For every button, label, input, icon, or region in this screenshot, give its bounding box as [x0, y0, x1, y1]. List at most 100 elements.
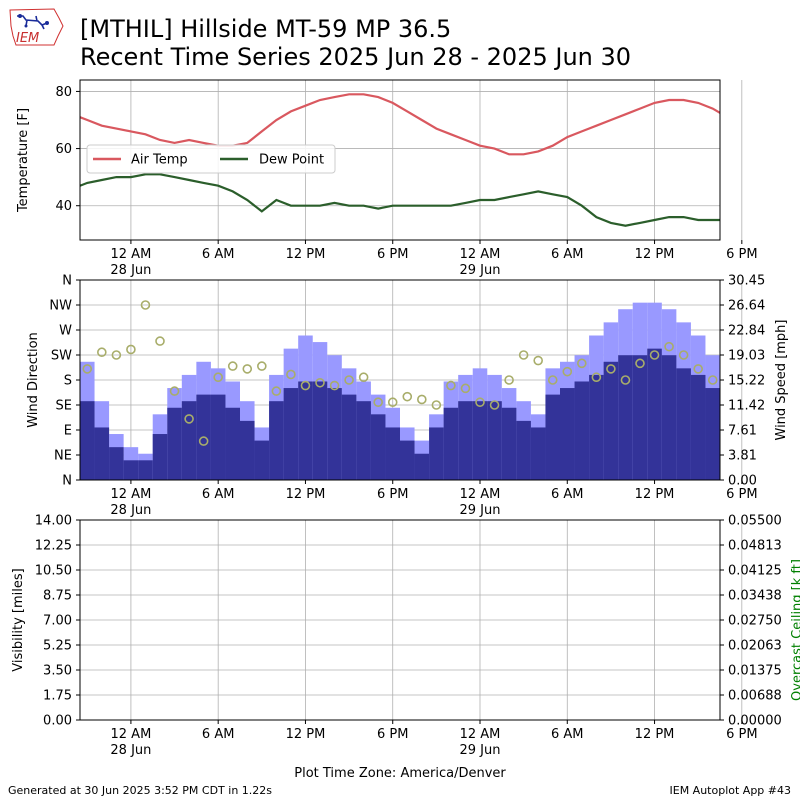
wind-speed-bar: [94, 427, 110, 480]
y2-tick-label: 11.42: [728, 399, 765, 414]
wind-direction-point: [271, 386, 282, 396]
wind-direction-point: [431, 400, 442, 410]
wind-speed-bar: [109, 447, 124, 480]
y-tick-label: 40: [55, 199, 72, 214]
wind-speed-bar: [472, 401, 488, 480]
wind-speed-bar: [705, 388, 720, 480]
wind-speed-bar: [269, 401, 284, 480]
x-tick-label: 6 PM: [377, 727, 408, 742]
wind-speed-bar: [443, 407, 459, 480]
wind-speed-bar: [298, 381, 313, 480]
wind-speed-bar: [312, 381, 328, 480]
plot-frame: [79, 279, 721, 481]
wind-speed-bar: [618, 355, 633, 480]
x-tick-label: 6 PM: [726, 247, 757, 262]
wind-direction-point: [577, 358, 587, 369]
wind-direction-point: [649, 350, 660, 360]
y-tick-label: N: [62, 274, 72, 289]
wind-direction-point: [286, 369, 296, 380]
x-tick-label: 12 PM: [635, 247, 675, 262]
wind-speed-bar: [487, 401, 502, 480]
wind-speed-bar: [341, 394, 357, 480]
wind-direction-point: [169, 386, 180, 396]
y-axis-label: Visibility [miles]: [11, 568, 26, 671]
wind-direction-point: [620, 375, 631, 385]
wind-direction-point: [373, 397, 383, 408]
y-tick-label: 5.25: [43, 639, 72, 654]
wind-speed-bar: [138, 460, 153, 480]
wind-direction-point: [140, 300, 151, 310]
dew-point-line: [80, 173, 720, 227]
y-tick-label: 14.00: [35, 514, 72, 529]
y2-tick-label: 3.81: [728, 449, 757, 464]
wind-direction-point: [300, 380, 311, 391]
wind-direction-point: [591, 372, 602, 383]
x-tick-label: 6 AM: [551, 487, 584, 502]
wind-direction-point: [475, 397, 485, 408]
x-tick-label: 6 AM: [202, 487, 235, 502]
x-tick-label: 6 PM: [377, 247, 408, 262]
y-tick-label: 80: [55, 85, 72, 100]
x-tick-label: 6 PM: [726, 487, 757, 502]
wind-direction-point: [344, 375, 354, 385]
wind-speed-bar: [676, 368, 691, 480]
y-tick-label: E: [64, 424, 72, 439]
wind-speed-bar: [647, 348, 662, 480]
wind-direction-point: [489, 400, 500, 410]
wind-direction-point: [329, 380, 340, 391]
wind-speed-bar: [210, 394, 226, 480]
wind-direction-point: [315, 377, 325, 388]
page-subtitle: Recent Time Series 2025 Jun 28 - 2025 Ju…: [80, 43, 632, 71]
x-tick-label: 12 AM: [111, 247, 152, 262]
wind-speed-bar: [400, 440, 415, 480]
x-tick-label: 6 PM: [377, 487, 408, 502]
y2-tick-label: 0.00: [728, 474, 757, 489]
y2-tick-label: 30.45: [728, 274, 765, 289]
page-title: [MTHIL] Hillside MT-59 MP 36.5: [80, 15, 452, 43]
x-tick-date-label: 28 Jun: [110, 503, 151, 518]
wind-speed-bar: [778, 441, 793, 480]
iem-logo: IEM: [6, 6, 66, 52]
y2-tick-label: 0.04813: [728, 539, 782, 554]
wind-speed-bar: [501, 407, 517, 480]
wind-direction-point: [678, 350, 689, 360]
wind-speed-bar: [80, 401, 95, 480]
y2-tick-label: 0.04125: [728, 564, 782, 579]
y2-tick-label: 0.03438: [728, 589, 782, 604]
legend-label-air-temp: Air Temp: [131, 153, 188, 168]
legend-label-dew-point: Dew Point: [259, 153, 324, 168]
generated-footer: Generated at 30 Jun 2025 3:52 PM CDT in …: [8, 784, 273, 797]
wind-direction-point: [460, 383, 471, 394]
wind-direction-point: [97, 347, 107, 358]
y-tick-label: S: [64, 374, 72, 389]
wind-speed-bar: [429, 427, 444, 480]
x-tick-date-label: 29 Jun: [460, 503, 501, 518]
x-tick-label: 6 AM: [202, 247, 235, 262]
wind-direction-point: [693, 364, 703, 374]
wind-speed-bar: [370, 414, 386, 480]
wind-speed-bar: [603, 361, 619, 480]
wind-direction-point: [227, 361, 238, 371]
plot-frame: [79, 519, 721, 721]
wind-direction-point: [796, 357, 800, 365]
x-tick-date-label: 29 Jun: [460, 743, 501, 758]
x-tick-label: 6 AM: [551, 247, 584, 262]
y-tick-label: SE: [56, 399, 72, 414]
y2-axis-label: Wind Speed [mph]: [774, 320, 789, 441]
wind-direction-point: [184, 414, 194, 424]
wind-direction-point: [387, 397, 398, 408]
y2-tick-label: 15.22: [728, 374, 765, 389]
wind-speed-bar: [414, 453, 430, 480]
wind-bars: [80, 302, 793, 480]
y-tick-label: W: [59, 324, 72, 339]
legend-box: [86, 144, 336, 174]
x-tick-label: 12 PM: [286, 727, 326, 742]
y2-tick-label: 22.84: [728, 324, 765, 339]
x-tick-date-label: 29 Jun: [460, 263, 501, 278]
wind-direction-points: [82, 300, 800, 446]
y-tick-label: 3.50: [43, 664, 72, 679]
y2-tick-label: 19.03: [728, 349, 765, 364]
